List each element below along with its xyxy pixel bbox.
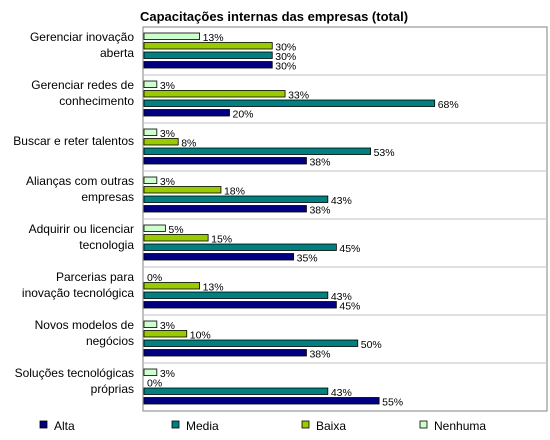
data-label: 0% <box>147 272 162 284</box>
category-label: Gerenciar redes de <box>31 78 134 92</box>
data-label: 15% <box>211 234 232 246</box>
bar-media <box>143 291 329 299</box>
bar-baixa <box>143 234 209 242</box>
category-label: tecnologia <box>79 238 134 252</box>
bar-alta <box>143 253 295 261</box>
bar-baixa <box>143 330 188 338</box>
bar-media <box>143 147 371 155</box>
category-label: aberta <box>100 46 134 60</box>
data-label: 30% <box>275 42 296 54</box>
data-label: 8% <box>181 138 196 150</box>
bar-nenhuma <box>143 368 158 376</box>
bar-media <box>143 99 436 107</box>
data-label: 20% <box>233 109 254 121</box>
legend: Alta Media Baixa Nenhuma <box>39 419 486 433</box>
category-label: conhecimento <box>59 94 134 108</box>
data-label: 38% <box>309 349 330 361</box>
category-label: Parcerias para <box>56 270 134 284</box>
data-label: 30% <box>275 51 296 63</box>
bar-alta <box>143 349 307 357</box>
data-label: 43% <box>331 291 352 303</box>
bar-baixa <box>143 186 222 194</box>
data-label: 3% <box>160 320 175 332</box>
legend-label: Nenhuma <box>434 419 486 433</box>
bar-media <box>143 243 337 251</box>
data-label: 43% <box>331 195 352 207</box>
data-label: 45% <box>339 243 360 255</box>
data-label: 45% <box>339 301 360 313</box>
category-label: Buscar e reter talentos <box>13 134 134 148</box>
bar-alta <box>143 205 307 213</box>
bar-nenhuma <box>143 80 158 88</box>
category-label: inovação tecnológica <box>22 286 134 300</box>
data-label: 0% <box>147 378 162 390</box>
bar-alta <box>143 109 230 117</box>
bar-baixa <box>143 282 200 290</box>
bar-media <box>143 387 329 395</box>
data-label: 68% <box>438 99 459 111</box>
data-label: 10% <box>190 330 211 342</box>
bar-nenhuma <box>143 32 200 40</box>
bar-media <box>143 339 359 347</box>
chart-title: Capacitações internas das empresas (tota… <box>140 9 408 24</box>
bar-nenhuma <box>143 128 158 136</box>
category-label: Alianças com outras <box>26 174 134 188</box>
bar-baixa <box>143 138 179 146</box>
data-label: 35% <box>297 253 318 265</box>
bar-baixa <box>143 42 273 50</box>
data-label: 3% <box>160 80 175 92</box>
bar-baixa <box>143 90 286 98</box>
legend-swatch <box>39 420 48 429</box>
bar-alta <box>143 61 273 69</box>
bar-nenhuma <box>143 176 158 184</box>
legend-swatch <box>171 420 180 429</box>
category-labels: Gerenciar inovação aberta Gerenciar redes … <box>13 30 134 396</box>
data-label: 53% <box>374 147 395 159</box>
bar-alta <box>143 157 307 165</box>
data-label: 30% <box>275 61 296 73</box>
data-label: 3% <box>160 128 175 140</box>
data-label: 18% <box>224 186 245 198</box>
legend-label: Media <box>186 419 219 433</box>
data-label: 13% <box>203 282 224 294</box>
data-label: 33% <box>288 90 309 102</box>
legend-label: Alta <box>54 419 75 433</box>
category-label: Gerenciar inovação <box>30 30 134 44</box>
bars: 13%30%30%30%3%33%68%20%3%8%53%38%3%18%43… <box>143 32 459 409</box>
data-label: 38% <box>309 205 330 217</box>
category-label: Adquirir ou licenciar <box>29 222 134 236</box>
bar-alta <box>143 301 337 309</box>
legend-swatch <box>419 420 428 429</box>
category-separators <box>143 74 547 364</box>
bar-nenhuma <box>143 320 158 328</box>
bar-nenhuma <box>143 224 166 232</box>
category-label: próprias <box>91 382 134 396</box>
data-label: 3% <box>160 368 175 380</box>
data-label: 3% <box>160 176 175 188</box>
category-label: Soluções tecnológicas <box>15 366 134 380</box>
data-label: 38% <box>309 157 330 169</box>
data-label: 43% <box>331 387 352 399</box>
legend-swatch <box>301 420 310 429</box>
bar-alta <box>143 397 380 405</box>
bar-media <box>143 51 273 59</box>
bar-media <box>143 195 329 203</box>
legend-label: Baixa <box>316 419 346 433</box>
data-label: 50% <box>361 339 382 351</box>
category-label: negócios <box>86 334 134 348</box>
data-label: 55% <box>382 397 403 409</box>
data-label: 13% <box>203 32 224 44</box>
category-label: empresas <box>81 190 134 204</box>
data-label: 5% <box>168 224 183 236</box>
category-label: Novos modelos de <box>35 318 135 332</box>
